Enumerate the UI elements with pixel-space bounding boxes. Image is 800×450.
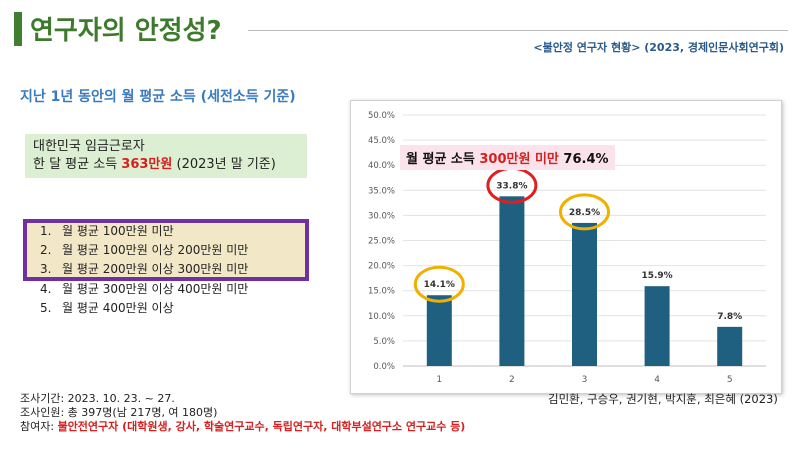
y-tick-label: 0.0% bbox=[373, 362, 395, 372]
list-item-number: 3. bbox=[40, 262, 52, 277]
list-item-number: 2. bbox=[40, 243, 52, 258]
list-item: 3. 월 평균 200만원 이상 300만원 미만 bbox=[40, 260, 248, 279]
y-tick-label: 30.0% bbox=[368, 211, 395, 221]
x-tick-label: 1 bbox=[436, 375, 442, 385]
data-label: 15.9% bbox=[641, 271, 672, 281]
y-tick-label: 15.0% bbox=[368, 287, 395, 297]
list-item: 4. 월 평균 300만원 이상 400만원 미만 bbox=[40, 280, 248, 299]
y-tick-label: 10.0% bbox=[368, 312, 395, 322]
y-tick-label: 40.0% bbox=[368, 161, 395, 171]
bar bbox=[572, 222, 597, 366]
x-tick-label: 3 bbox=[582, 375, 588, 385]
survey-period: 조사기간: 2023. 10. 23. ~ 27. bbox=[20, 392, 175, 405]
income-category-list: 1. 월 평균 100만원 미만 2. 월 평균 100만원 이상 200만원 미만… bbox=[40, 222, 248, 318]
bar bbox=[717, 326, 743, 366]
list-item-label: 월 평균 100만원 미만 bbox=[62, 224, 174, 238]
data-label: 14.1% bbox=[424, 280, 455, 290]
section-subtitle: 지난 1년 동안의 월 평균 소득 (세전소득 기준) bbox=[20, 89, 296, 105]
y-tick-label: 50.0% bbox=[368, 111, 395, 121]
list-item-number: 4. bbox=[40, 281, 52, 296]
y-tick-label: 5.0% bbox=[373, 337, 395, 347]
chart-svg: 0.0% 5.0% 10.0% 15.0% 20.0% 25.0% 30.0% 35.0% 40… bbox=[368, 111, 766, 385]
highlight-ring bbox=[559, 193, 610, 231]
y-tick-label: 20.0% bbox=[368, 262, 395, 272]
wage-box-prefix: 한 달 평균 소득 bbox=[33, 157, 122, 172]
source-citation: <불안정 연구자 현황> (2023, 경제인문사회연구회) bbox=[533, 41, 784, 54]
survey-info: 조사기간: 2023. 10. 23. ~ 27. 조사인원: 총 397명(남… bbox=[20, 392, 465, 434]
wage-box-suffix: (2023년 말 기준) bbox=[172, 157, 276, 172]
y-tick-label: 35.0% bbox=[368, 186, 395, 196]
bar bbox=[426, 295, 452, 366]
list-item: 5. 월 평균 400만원 이상 bbox=[40, 299, 248, 318]
callout-highlight: 300만원 미만 bbox=[479, 152, 559, 167]
y-tick-label: 45.0% bbox=[368, 136, 395, 146]
x-tick-label: 2 bbox=[509, 375, 515, 385]
survey-respondents: 조사인원: 총 397명(남 217명, 여 180명) bbox=[20, 406, 218, 419]
bar bbox=[499, 196, 525, 366]
callout-suffix: 76.4% bbox=[558, 152, 609, 167]
y-tick-label: 25.0% bbox=[368, 237, 395, 247]
list-item-label: 월 평균 300만원 이상 400만원 미만 bbox=[62, 281, 249, 296]
title-accent-bar bbox=[14, 12, 22, 46]
authors-credit: 김민환, 구승우, 권기현, 박지훈, 최은혜 (2023) bbox=[548, 392, 778, 406]
wage-box-line1: 대한민국 임금근로자 bbox=[33, 139, 145, 154]
list-item-number: 1. bbox=[40, 224, 52, 238]
survey-participants: 참여자: 불안전연구자 (대학원생, 강사, 학술연구교수, 독립연구자, 대학… bbox=[20, 420, 465, 434]
participants-label: 참여자: bbox=[20, 420, 58, 433]
page-title: 연구자의 안정성? bbox=[30, 16, 222, 46]
x-tick-label: 4 bbox=[654, 375, 660, 385]
data-label: 28.5% bbox=[569, 208, 600, 218]
highlight-ring bbox=[413, 265, 465, 303]
wage-box-line2: 한 달 평균 소득 363만원 (2023년 말 기준) bbox=[33, 156, 299, 174]
national-wage-box: 대한민국 임금근로자 한 달 평균 소득 363만원 (2023년 말 기준) bbox=[25, 134, 307, 178]
bar bbox=[644, 286, 670, 366]
list-item: 1. 월 평균 100만원 미만 bbox=[40, 222, 248, 241]
list-item: 2. 월 평균 100만원 이상 200만원 미만 bbox=[40, 241, 248, 260]
data-label: 7.8% bbox=[717, 312, 742, 322]
list-item-label: 월 평균 200만원 이상 300만원 미만 bbox=[62, 262, 249, 277]
list-item-label: 월 평균 400만원 이상 bbox=[62, 300, 174, 315]
callout-prefix: 월 평균 소득 bbox=[406, 152, 480, 167]
list-item-number: 5. bbox=[40, 300, 52, 315]
title-divider bbox=[248, 30, 788, 31]
participants-value: 불안전연구자 (대학원생, 강사, 학술연구교수, 독립연구자, 대학부설연구소… bbox=[57, 420, 466, 433]
wage-box-value: 363만원 bbox=[121, 157, 173, 172]
data-label: 33.8% bbox=[496, 181, 527, 191]
x-tick-label: 5 bbox=[727, 375, 733, 385]
list-item-label: 월 평균 100만원 이상 200만원 미만 bbox=[62, 243, 249, 258]
chart-callout: 월 평균 소득 300만원 미만 76.4% bbox=[400, 145, 615, 170]
highlight-box bbox=[23, 219, 309, 281]
